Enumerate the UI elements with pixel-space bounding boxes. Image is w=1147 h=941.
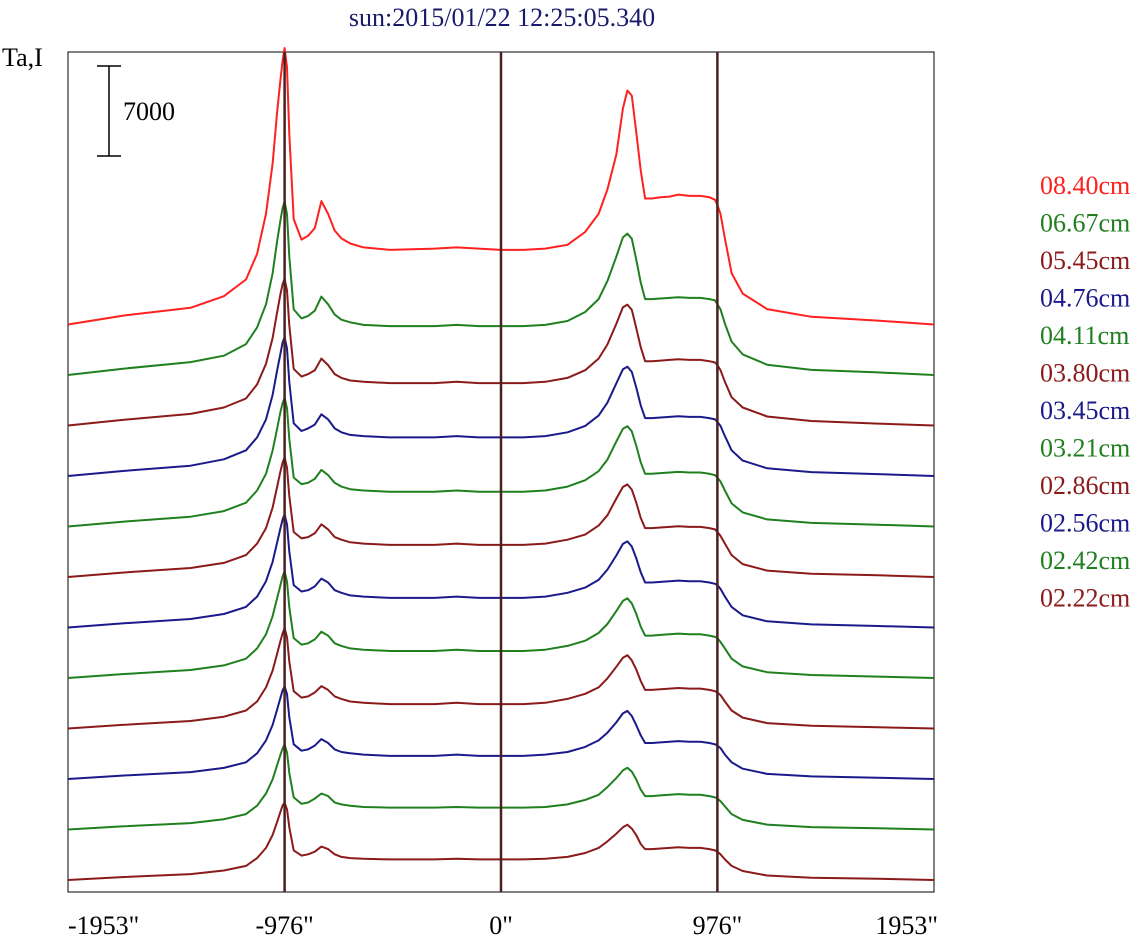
x-tick-label: 0" (489, 911, 513, 940)
series-line-08.40cm (67, 47, 935, 326)
series-line-06.67cm (67, 200, 935, 376)
legend-item: 02.42cm (1040, 546, 1130, 575)
series-line-02.86cm (67, 627, 935, 730)
series-line-03.21cm (67, 570, 935, 679)
x-tick-label: -976" (255, 911, 313, 940)
x-tick-label: 976" (693, 911, 743, 940)
series-line-04.11cm (67, 396, 935, 528)
legend-item: 02.56cm (1040, 509, 1130, 538)
scale-bar-label: 7000 (123, 97, 175, 126)
marker-layer (283, 52, 719, 892)
legend-item: 06.67cm (1040, 209, 1130, 238)
legend-item: 04.76cm (1040, 284, 1130, 313)
series-line-05.45cm (67, 277, 935, 427)
x-tick-label: -1953" (68, 911, 139, 940)
legend-item: 05.45cm (1040, 246, 1130, 275)
series-line-02.22cm (67, 801, 935, 881)
series-line-04.76cm (67, 336, 935, 477)
x-tick-label: 1953" (875, 911, 938, 940)
legend-item: 03.21cm (1040, 434, 1130, 463)
series-line-02.42cm (67, 743, 935, 831)
legend-item: 02.86cm (1040, 471, 1130, 500)
x-tick-labels: -1953" -976" 0" 976" 1953" (68, 911, 938, 940)
series-line-03.45cm (67, 513, 935, 629)
series-layer (67, 47, 935, 881)
legend-item: 02.22cm (1040, 584, 1130, 613)
scale-bar: 7000 (97, 65, 175, 157)
legend-item: 08.40cm (1040, 171, 1130, 200)
series-line-03.80cm (67, 456, 935, 578)
legend-item: 04.11cm (1040, 321, 1129, 350)
legend: 08.40cm 06.67cm 05.45cm 04.76cm 04.11cm 03.80… (1040, 171, 1130, 613)
series-line-02.56cm (67, 685, 935, 780)
y-axis-label: Ta,I (2, 43, 43, 72)
legend-item: 03.45cm (1040, 396, 1130, 425)
legend-item: 03.80cm (1040, 359, 1130, 388)
chart-title: sun:2015/01/22 12:25:05.340 (349, 3, 655, 32)
